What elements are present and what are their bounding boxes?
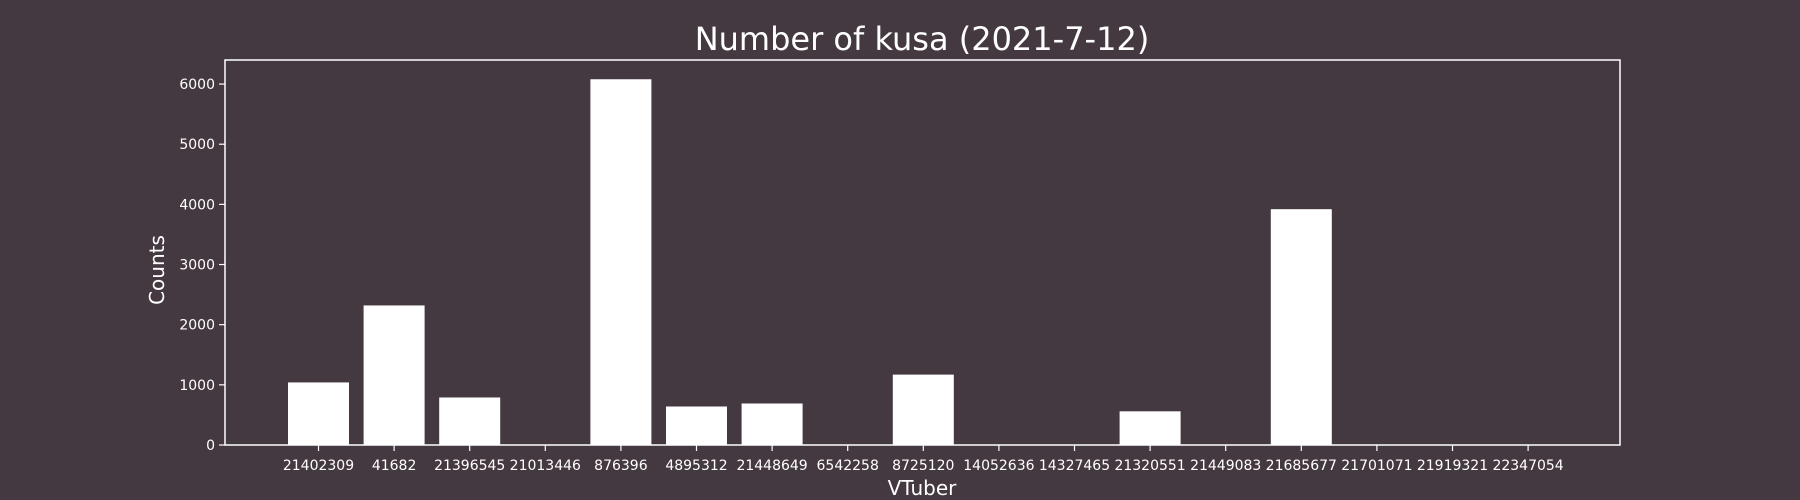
x-axis-ticks: 21402309 41682 21396545 21013446 876396 48953… <box>283 445 1564 474</box>
y-axis-label: Counts <box>145 235 169 305</box>
y-tick-label: 2000 <box>179 318 215 334</box>
y-tick-label: 1000 <box>179 378 215 394</box>
y-tick-label: 3000 <box>179 258 215 274</box>
x-tick-label: 21919321 <box>1417 458 1488 474</box>
bar-876396 <box>590 79 652 445</box>
y-axis-ticks: 0 1000 2000 3000 4000 5000 6000 <box>179 77 225 454</box>
y-tick-label: 4000 <box>179 197 215 213</box>
x-tick-label: 21448649 <box>736 458 807 474</box>
bar-21448649 <box>741 403 803 445</box>
bar-8725120 <box>892 374 954 445</box>
y-tick-label: 6000 <box>179 77 215 93</box>
y-tick-label: 0 <box>206 438 215 454</box>
bar-21320551 <box>1119 411 1181 445</box>
x-tick-label: 21701071 <box>1341 458 1412 474</box>
bar-41682 <box>363 305 425 445</box>
bar-21685677 <box>1270 209 1332 445</box>
x-tick-label: 8725120 <box>892 458 954 474</box>
x-tick-label: 6542258 <box>817 458 879 474</box>
bar-4895312 <box>666 406 727 445</box>
x-tick-label: 21685677 <box>1266 458 1337 474</box>
chart-title: Number of kusa (2021-7-12) <box>695 20 1150 58</box>
bars <box>288 79 1332 445</box>
bar-21402309 <box>288 382 349 445</box>
x-tick-label: 4895312 <box>665 458 727 474</box>
x-tick-label: 22347054 <box>1492 458 1563 474</box>
x-axis-label: VTuber <box>888 476 958 500</box>
plot-frame <box>224 59 1621 446</box>
y-tick-label: 5000 <box>179 137 215 153</box>
x-tick-label: 41682 <box>372 458 417 474</box>
x-tick-label: 21449083 <box>1190 458 1261 474</box>
x-tick-label: 21320551 <box>1114 458 1185 474</box>
x-tick-label: 21402309 <box>283 458 354 474</box>
x-tick-label: 14052636 <box>963 458 1034 474</box>
x-tick-label: 876396 <box>594 458 648 474</box>
bar-21396545 <box>439 397 501 445</box>
x-tick-label: 21396545 <box>434 458 505 474</box>
x-tick-label: 14327465 <box>1039 458 1110 474</box>
x-tick-label: 21013446 <box>510 458 581 474</box>
